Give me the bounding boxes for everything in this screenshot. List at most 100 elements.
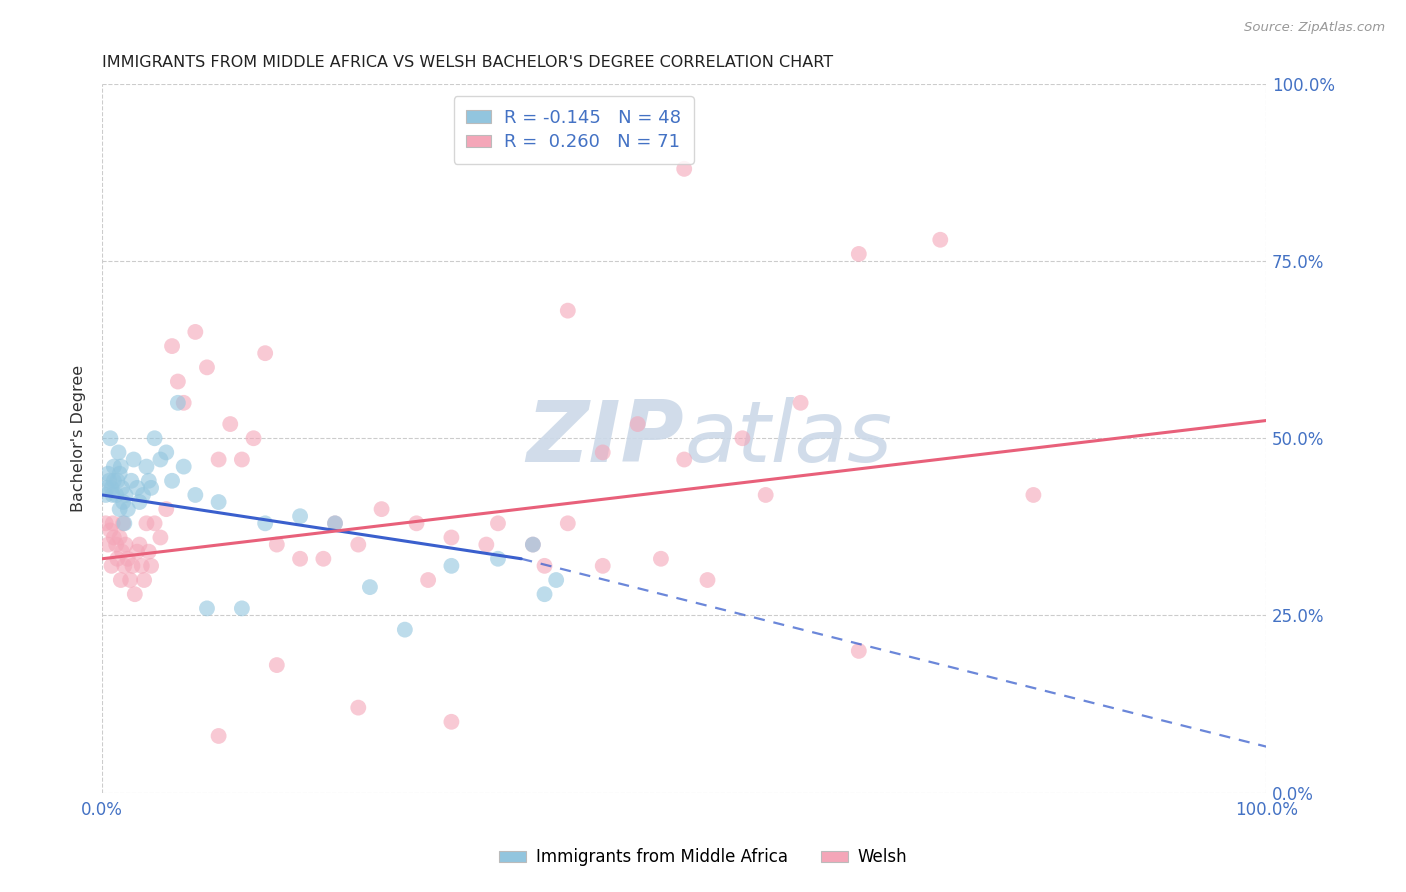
- Point: [219, 417, 242, 431]
- Point: [112, 516, 135, 531]
- Point: [312, 551, 335, 566]
- Point: [132, 488, 155, 502]
- Point: [97, 538, 120, 552]
- Point: [323, 516, 346, 531]
- Point: [114, 488, 136, 502]
- Point: [100, 481, 122, 495]
- Point: [127, 544, 149, 558]
- Point: [134, 573, 156, 587]
- Point: [117, 502, 139, 516]
- Point: [155, 502, 177, 516]
- Point: [173, 459, 195, 474]
- Point: [94, 488, 117, 502]
- Point: [394, 623, 416, 637]
- Point: [650, 551, 672, 566]
- Text: IMMIGRANTS FROM MIDDLE AFRICA VS WELSH BACHELOR'S DEGREE CORRELATION CHART: IMMIGRANTS FROM MIDDLE AFRICA VS WELSH B…: [103, 55, 834, 70]
- Point: [1022, 488, 1045, 502]
- Legend: Immigrants from Middle Africa, Welsh: Immigrants from Middle Africa, Welsh: [492, 842, 914, 873]
- Point: [207, 452, 229, 467]
- Point: [98, 524, 121, 538]
- Point: [266, 538, 288, 552]
- Point: [98, 431, 121, 445]
- Point: [848, 644, 870, 658]
- Point: [266, 658, 288, 673]
- Point: [440, 531, 463, 545]
- Point: [789, 396, 811, 410]
- Point: [98, 474, 121, 488]
- Point: [627, 417, 650, 431]
- Point: [122, 452, 145, 467]
- Point: [673, 161, 696, 176]
- Point: [486, 516, 509, 531]
- Point: [323, 516, 346, 531]
- Text: Source: ZipAtlas.com: Source: ZipAtlas.com: [1244, 21, 1385, 34]
- Point: [231, 601, 253, 615]
- Point: [112, 516, 135, 531]
- Point: [96, 481, 118, 495]
- Point: [149, 531, 172, 545]
- Text: ZIP: ZIP: [527, 397, 685, 480]
- Point: [124, 587, 146, 601]
- Point: [139, 558, 162, 573]
- Point: [128, 538, 150, 552]
- Point: [254, 346, 277, 360]
- Point: [117, 551, 139, 566]
- Point: [155, 445, 177, 459]
- Point: [242, 431, 264, 445]
- Y-axis label: Bachelor's Degree: Bachelor's Degree: [72, 365, 86, 512]
- Point: [120, 573, 142, 587]
- Point: [522, 538, 544, 552]
- Point: [105, 474, 128, 488]
- Point: [254, 516, 277, 531]
- Point: [108, 531, 131, 545]
- Point: [207, 495, 229, 509]
- Point: [107, 445, 129, 459]
- Point: [131, 558, 153, 573]
- Point: [755, 488, 778, 502]
- Point: [167, 396, 190, 410]
- Point: [108, 467, 131, 481]
- Text: atlas: atlas: [685, 397, 893, 480]
- Point: [121, 558, 143, 573]
- Point: [120, 474, 142, 488]
- Point: [848, 247, 870, 261]
- Point: [100, 558, 122, 573]
- Point: [533, 558, 555, 573]
- Point: [405, 516, 427, 531]
- Point: [103, 474, 125, 488]
- Point: [128, 495, 150, 509]
- Point: [105, 488, 128, 502]
- Point: [138, 474, 160, 488]
- Point: [370, 502, 392, 516]
- Point: [114, 538, 136, 552]
- Point: [359, 580, 381, 594]
- Point: [143, 431, 166, 445]
- Point: [135, 459, 157, 474]
- Point: [440, 558, 463, 573]
- Point: [440, 714, 463, 729]
- Point: [557, 516, 579, 531]
- Point: [101, 488, 124, 502]
- Point: [696, 573, 718, 587]
- Point: [288, 551, 311, 566]
- Point: [475, 538, 498, 552]
- Point: [557, 303, 579, 318]
- Point: [160, 474, 183, 488]
- Point: [929, 233, 952, 247]
- Point: [673, 452, 696, 467]
- Point: [105, 551, 128, 566]
- Point: [160, 339, 183, 353]
- Point: [127, 481, 149, 495]
- Point: [94, 516, 117, 531]
- Point: [195, 601, 218, 615]
- Legend: R = -0.145   N = 48, R =  0.260   N = 71: R = -0.145 N = 48, R = 0.260 N = 71: [454, 96, 693, 164]
- Point: [143, 516, 166, 531]
- Point: [111, 544, 134, 558]
- Point: [418, 573, 440, 587]
- Point: [110, 459, 132, 474]
- Point: [139, 481, 162, 495]
- Point: [731, 431, 754, 445]
- Point: [231, 452, 253, 467]
- Point: [533, 587, 555, 601]
- Point: [112, 495, 135, 509]
